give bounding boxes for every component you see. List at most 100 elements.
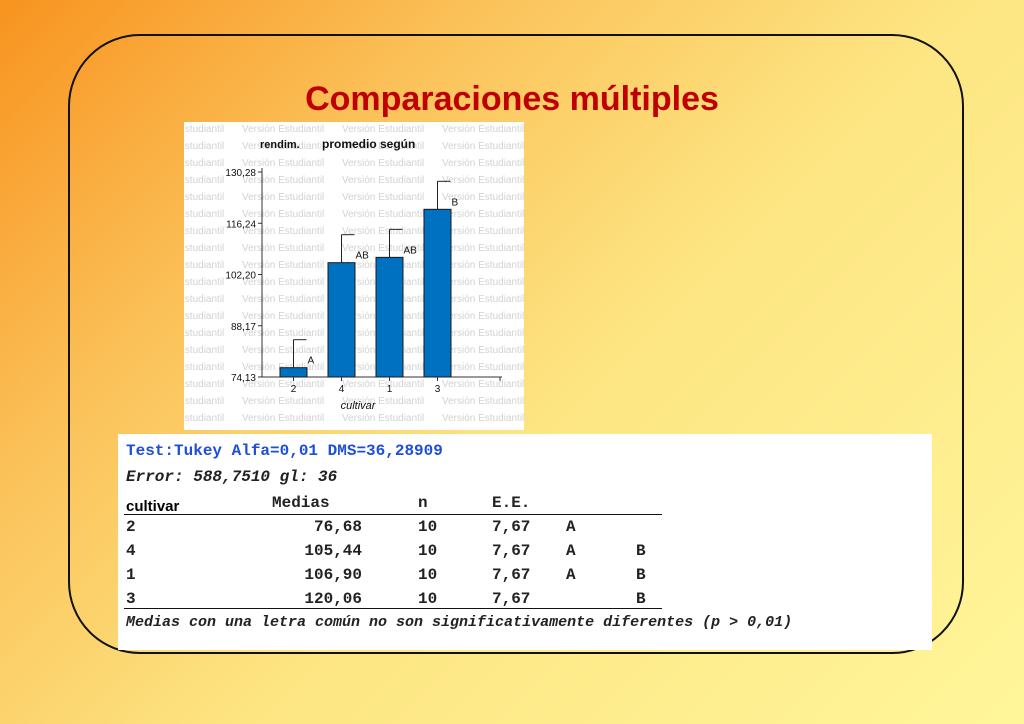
watermark-text: Versión Estudiantil — [184, 294, 225, 305]
group-letter: AB — [404, 245, 418, 256]
watermark-text: Versión Estudiantil — [184, 379, 225, 390]
table-cell-cultivar: 2 — [126, 518, 136, 536]
watermark-text: Versión Estudiantil — [184, 209, 225, 220]
watermark-text: Versión Estudiantil — [442, 260, 524, 271]
chart-title-text: promedio según — [322, 137, 415, 151]
watermark-text: Versión Estudiantil — [184, 362, 225, 373]
y-tick-label: 88,17 — [231, 322, 256, 333]
watermark-text: Versión Estudiantil — [342, 158, 425, 169]
watermark-text: Versión Estudiantil — [342, 175, 425, 186]
watermark-text: Versión Estudiantil — [442, 311, 524, 322]
watermark-text: Versión Estudiantil — [242, 243, 325, 254]
watermark-text: Versión Estudiantil — [184, 175, 225, 186]
table-cell-g1: A — [566, 566, 576, 584]
table-cell-media: 120,06 — [304, 590, 362, 608]
y-tick-label: 130,28 — [225, 168, 256, 179]
table-cell-ee: 7,67 — [492, 566, 531, 584]
watermark-text: Versión Estudiantil — [242, 175, 325, 186]
x-axis-label: cultivar — [341, 400, 377, 412]
watermark-text: Versión Estudiantil — [242, 328, 325, 339]
watermark-text: Versión Estudiantil — [442, 413, 524, 424]
watermark-text: Versión Estudiantil — [242, 158, 325, 169]
group-letter: AB — [356, 251, 370, 262]
test-line: Test:Tukey Alfa=0,01 DMS=36,28909 — [126, 442, 443, 460]
watermark-text: Versión Estudiantil — [242, 277, 325, 288]
watermark-text: Versión Estudiantil — [442, 158, 524, 169]
y-tick-label: 102,20 — [225, 271, 256, 282]
table-cell-ee: 7,67 — [492, 590, 531, 608]
rounded-frame — [68, 34, 964, 654]
watermark-text: Versión Estudiantil — [242, 345, 325, 356]
table-cell-media: 76,68 — [313, 518, 362, 536]
watermark-text: Versión Estudiantil — [442, 141, 524, 152]
watermark-text: Versión Estudiantil — [184, 396, 225, 407]
bar-cultivar-1 — [375, 256, 404, 378]
error-line: Error: 588,7510 gl: 36 — [126, 468, 338, 486]
watermark-text: Versión Estudiantil — [442, 396, 524, 407]
watermark-text: Versión Estudiantil — [184, 141, 225, 152]
table-cell-cultivar: 1 — [126, 566, 136, 584]
watermark-text: Versión Estudiantil — [342, 192, 425, 203]
watermark-text: Versión Estudiantil — [184, 311, 225, 322]
table-cell-media: 106,90 — [304, 566, 362, 584]
watermark-text: Versión Estudiantil — [242, 260, 325, 271]
watermark-text: Versión Estudiantil — [242, 141, 325, 152]
watermark-text: Versión Estudiantil — [342, 124, 425, 135]
watermark-text: Versión Estudiantil — [442, 124, 524, 135]
x-tick-label: 1 — [387, 384, 393, 395]
header-cultivar: cultivar — [126, 498, 180, 515]
y-tick-label: 116,24 — [226, 219, 256, 230]
watermark-text: Versión Estudiantil — [184, 260, 225, 271]
table-cell-g1: A — [566, 518, 576, 536]
watermark-text: Versión Estudiantil — [184, 158, 225, 169]
watermark-text: Versión Estudiantil — [242, 192, 325, 203]
watermark-text: Versión Estudiantil — [242, 226, 325, 237]
table-cell-n: 10 — [418, 542, 438, 560]
watermark-text: Versión Estudiantil — [184, 192, 225, 203]
watermark-text: Versión Estudiantil — [184, 243, 225, 254]
table-cell-g2: B — [636, 542, 646, 560]
watermark-text: Versión Estudiantil — [442, 209, 524, 220]
bar-cultivar-2 — [279, 367, 308, 378]
watermark-text: Versión Estudiantil — [442, 362, 524, 373]
table-cell-ee: 7,67 — [492, 542, 531, 560]
watermark-text: Versión Estudiantil — [442, 243, 524, 254]
watermark-text: Versión Estudiantil — [184, 277, 225, 288]
watermark-text: Versión Estudiantil — [442, 175, 524, 186]
watermark-text: Versión Estudiantil — [342, 379, 425, 390]
table-cell-ee: 7,67 — [492, 518, 531, 536]
tukey-results-panel: Test:Tukey Alfa=0,01 DMS=36,28909 Error:… — [118, 434, 932, 650]
watermark-text: Versión Estudiantil — [342, 413, 425, 424]
watermark-text: Versión Estudiantil — [442, 277, 524, 288]
table-cell-n: 10 — [418, 590, 438, 608]
watermark-text: Versión Estudiantil — [242, 413, 325, 424]
watermark-text: Versión Estudiantil — [442, 345, 524, 356]
table-cell-n: 10 — [418, 566, 438, 584]
watermark-text: Versión Estudiantil — [342, 396, 425, 407]
watermark-text: Versión Estudiantil — [442, 226, 524, 237]
x-tick-label: 4 — [339, 384, 345, 395]
watermark-text: Versión Estudiantil — [242, 294, 325, 305]
chart-title-variable: rendim. — [260, 139, 300, 151]
watermark-text: Versión Estudiantil — [184, 226, 225, 237]
slide-title: Comparaciones múltiples — [305, 80, 719, 118]
bar-cultivar-4 — [327, 262, 356, 378]
table-cell-g2: B — [636, 590, 646, 608]
bar-cultivar-3 — [423, 208, 452, 378]
watermark-text: Versión Estudiantil — [242, 396, 325, 407]
header-medias: Medias — [272, 494, 330, 512]
table-cell-n: 10 — [418, 518, 438, 536]
watermark-text: Versión Estudiantil — [242, 379, 325, 390]
x-tick-label: 2 — [291, 384, 297, 395]
table-rule-bottom — [124, 608, 662, 609]
watermark-text: Versión Estudiantil — [342, 209, 425, 220]
header-n: n — [418, 494, 428, 512]
watermark-text: Versión Estudiantil — [342, 141, 425, 152]
watermark-text: Versión Estudiantil — [242, 209, 325, 220]
watermark-text: Versión Estudiantil — [442, 328, 524, 339]
table-cell-g2: B — [636, 566, 646, 584]
watermark-text: Versión Estudiantil — [242, 311, 325, 322]
watermark-layer: Versión Estudiantil Versión Estudiantil Ve… — [184, 122, 524, 430]
bar-chart: rendim. promedio según 74,13 88,17 102,20 116… — [225, 137, 502, 412]
watermark-text: Versión Estudiantil — [184, 328, 225, 339]
